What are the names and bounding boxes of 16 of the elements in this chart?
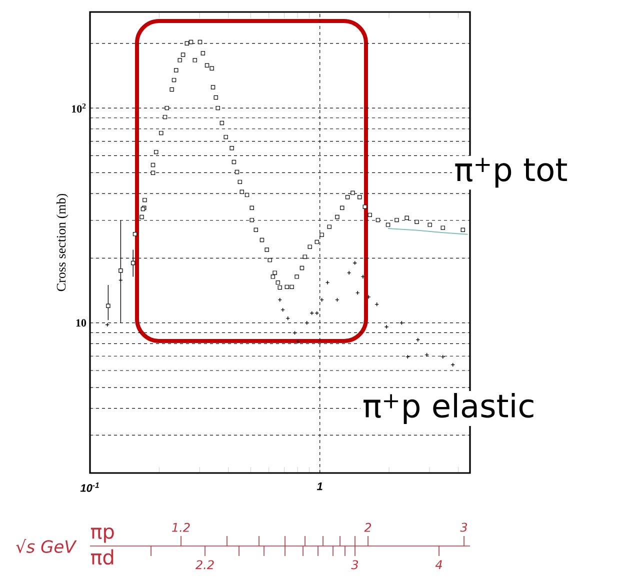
text: √s GeV bbox=[16, 538, 77, 554]
text: 3 bbox=[351, 560, 358, 570]
x-tick-label: 10$^{-1}$ bbox=[80, 482, 99, 492]
series-label: π$^{+}$p elastic bbox=[364, 392, 534, 424]
text: 2.2 bbox=[196, 560, 214, 570]
text: 2 bbox=[364, 522, 372, 532]
y-tick-label: 10$^{2}$ bbox=[72, 103, 86, 113]
text: πp bbox=[90, 527, 114, 543]
series-label: π$^{+}$p tot bbox=[455, 158, 567, 188]
y-tick-label: 10 bbox=[76, 319, 86, 327]
text: πd bbox=[90, 549, 114, 565]
x-tick-label: 1 bbox=[316, 482, 322, 490]
text: 4 bbox=[435, 560, 442, 569]
text: 3 bbox=[460, 522, 468, 532]
y-axis-title: Cross section (mb) bbox=[56, 194, 68, 292]
text: 1.2 bbox=[172, 522, 190, 532]
